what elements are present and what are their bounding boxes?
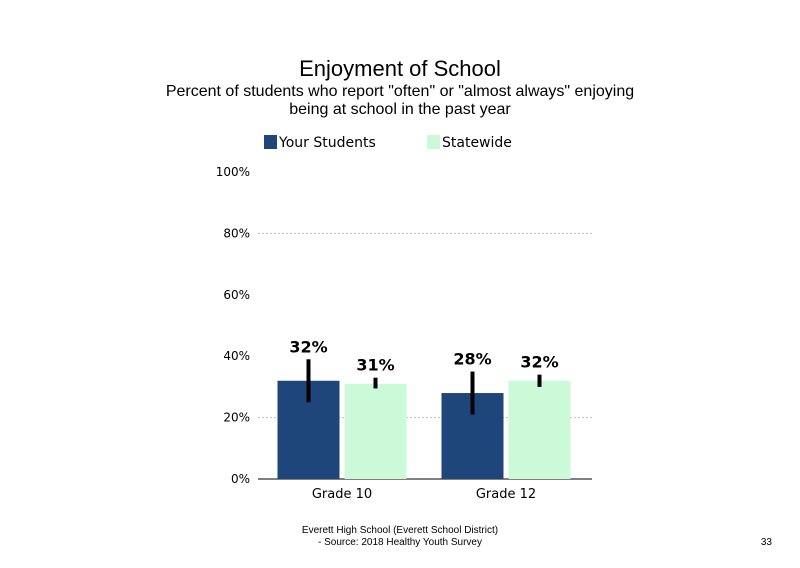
y-tick-label-60: 60% bbox=[223, 288, 250, 302]
footer-line-1: Everett High School (Everett School Dist… bbox=[301, 525, 499, 536]
bar-statewide-grade-2 bbox=[508, 380, 571, 479]
legend-label-your-students: Your Students bbox=[279, 135, 376, 151]
bar-statewide-grade-1 bbox=[344, 383, 407, 479]
y-tick-label-80: 80% bbox=[223, 226, 250, 240]
legend-swatch-your-students bbox=[264, 135, 277, 149]
chart-subtitle: Percent of students who report "often" o… bbox=[150, 83, 650, 119]
footer-source: Everett High School (Everett School Dist… bbox=[200, 525, 600, 549]
legend-swatch-statewide bbox=[427, 135, 440, 149]
y-tick-label-100: 100% bbox=[216, 165, 250, 179]
y-tick-label-0: 0% bbox=[231, 472, 250, 486]
data-label-statewide-grade-1: 31% bbox=[356, 356, 394, 375]
subtitle-line-1: Percent of students who report "often" o… bbox=[165, 83, 635, 100]
y-tick-label-40: 40% bbox=[223, 349, 250, 363]
subtitle-line-2: being at school in the past year bbox=[289, 101, 511, 118]
footer-line-2: - Source: 2018 Healthy Youth Survey bbox=[318, 537, 482, 548]
x-tick-label-2: Grade 12 bbox=[476, 487, 536, 502]
data-label-statewide-grade-2: 32% bbox=[520, 353, 558, 372]
legend-label-statewide: Statewide bbox=[442, 135, 512, 151]
page-number: 33 bbox=[760, 537, 772, 548]
data-label-your-students-grade-2: 28% bbox=[453, 350, 491, 369]
chart-title: Enjoyment of School bbox=[299, 56, 501, 81]
data-label-your-students-grade-1: 32% bbox=[289, 337, 327, 356]
x-tick-label-1: Grade 10 bbox=[312, 487, 372, 502]
y-tick-label-20: 20% bbox=[223, 411, 250, 425]
